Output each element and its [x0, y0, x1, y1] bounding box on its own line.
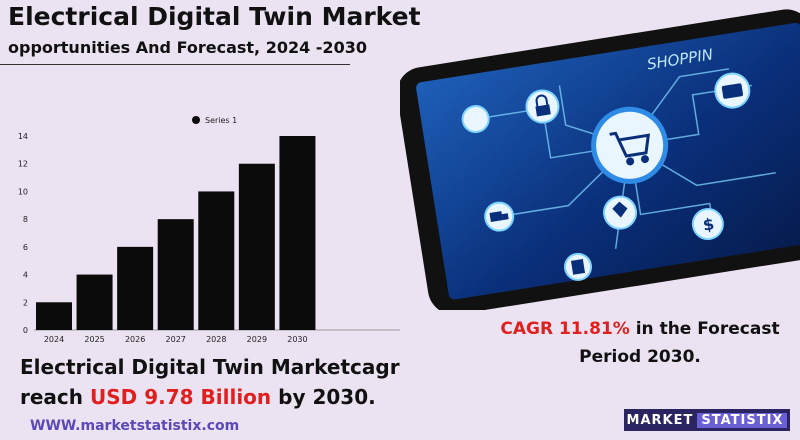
market-headline: Electrical Digital Twin Marketcagr reach… [20, 352, 410, 412]
bar [117, 246, 154, 330]
y-tick-label: 4 [23, 271, 28, 280]
svg-text:$: $ [702, 214, 716, 235]
headline-suffix: by 2030. [278, 385, 376, 409]
cart-badge [591, 106, 669, 184]
y-tick-label: 10 [18, 187, 28, 196]
page-subtitle: opportunities And Forecast, 2024 -2030 [8, 38, 367, 57]
hand-icon [461, 105, 490, 134]
cagr-line-1: CAGR 11.81% in the Forecast [480, 315, 800, 343]
headline-reach: reach [20, 385, 84, 409]
headline-line-1: Electrical Digital Twin Marketcagr [20, 355, 400, 379]
y-tick-label: 0 [23, 326, 28, 335]
legend-label: Series 1 [205, 116, 237, 125]
title-underline [0, 64, 350, 65]
y-tick-label: 8 [23, 215, 28, 224]
brand-logo: MARKET STATISTIX [624, 409, 790, 431]
y-tick-label: 14 [18, 132, 28, 141]
headline-line-2: reach USD 9.78 Billion by 2030. [20, 382, 410, 412]
cart-icon [609, 131, 651, 166]
website-link[interactable]: WWW.marketstatistix.com [30, 418, 240, 434]
y-tick-label: 6 [23, 243, 28, 252]
x-tick-label: 2030 [287, 335, 307, 344]
bar [238, 163, 275, 330]
x-tick-label: 2025 [84, 335, 104, 344]
tablet-illustration: SHOPPIN $ [400, 0, 800, 310]
page-title: Electrical Digital Twin Market [8, 2, 421, 31]
headline-market-value: USD 9.78 Billion [90, 385, 272, 409]
logo-word-1: MARKET [626, 412, 694, 428]
x-tick-label: 2029 [247, 335, 267, 344]
cagr-callout: CAGR 11.81% in the Forecast Period 2030. [480, 315, 800, 371]
dollar-icon [691, 208, 724, 241]
x-tick-label: 2028 [206, 335, 226, 344]
cagr-line-2: Period 2030. [579, 347, 701, 367]
logo-word-2: STATISTIX [697, 412, 788, 428]
bar [76, 274, 113, 330]
x-tick-label: 2024 [44, 335, 64, 344]
legend-marker [192, 116, 200, 124]
bar [36, 302, 72, 330]
y-tick-label: 12 [18, 160, 28, 169]
x-tick-label: 2027 [166, 335, 186, 344]
cagr-rest: in the Forecast [635, 319, 780, 339]
x-tick-label: 2026 [125, 335, 145, 344]
bar [157, 219, 194, 330]
bar [279, 136, 316, 330]
bar [198, 191, 235, 330]
cagr-value: CAGR 11.81% [500, 319, 630, 339]
bar-chart: 0 2 4 6 8 10 12 14 2024 2025 2026 2027 2028 2029 2030 S… [18, 116, 400, 344]
y-tick-label: 2 [23, 298, 28, 307]
